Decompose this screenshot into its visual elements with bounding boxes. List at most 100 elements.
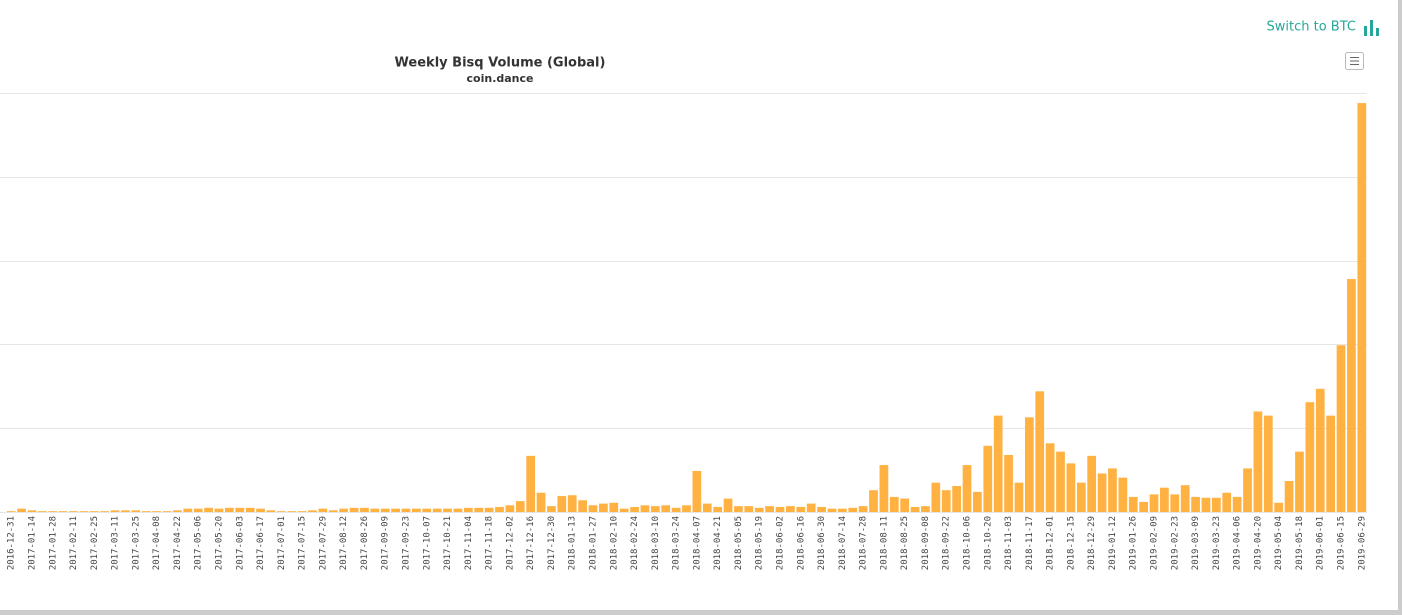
bar: [79, 511, 89, 512]
bar: [889, 496, 899, 512]
bar: [225, 507, 234, 512]
bar: [879, 465, 889, 512]
x-tick-label: 2016-12-31: [7, 516, 17, 570]
bar: [952, 486, 961, 512]
bar: [1056, 451, 1065, 512]
x-tick-label: 2019-06-29: [1357, 516, 1367, 570]
bar: [484, 507, 494, 512]
bar: [1191, 496, 1200, 512]
x-tick-label: 2018-05-05: [734, 516, 744, 570]
x-tick-label: 2019-03-23: [1212, 516, 1222, 570]
x-tick-label: 2018-06-16: [796, 516, 806, 570]
x-tick-label: 2018-08-11: [879, 516, 889, 570]
x-tick-label: 2017-12-16: [526, 516, 536, 570]
bar: [578, 500, 587, 512]
bar: [1118, 477, 1128, 512]
bar: [588, 505, 598, 512]
bar: [422, 508, 432, 512]
x-tick-label: 2017-06-17: [256, 516, 266, 570]
bar: [453, 508, 463, 512]
x-tick-label: 2018-11-17: [1025, 516, 1035, 570]
bar: [266, 510, 276, 512]
bar: [1160, 487, 1169, 512]
bar: [723, 498, 733, 512]
bar: [204, 507, 213, 512]
bar: [162, 511, 172, 512]
x-tick-label: 2019-01-12: [1108, 516, 1118, 570]
x-tick-label: 2018-03-24: [672, 516, 682, 570]
bar: [287, 511, 297, 512]
bar: [1305, 402, 1315, 512]
x-tick-label: 2017-01-14: [27, 516, 37, 570]
bar: [1222, 492, 1232, 512]
bar: [37, 511, 47, 512]
bar: [1243, 468, 1252, 512]
bar: [900, 498, 910, 512]
x-tick-label: 2019-03-09: [1191, 516, 1201, 570]
bar: [1128, 496, 1138, 512]
bar: [1087, 455, 1097, 512]
bar: [1253, 411, 1263, 512]
bar: [58, 511, 68, 512]
x-tick-label: 2018-06-02: [776, 516, 786, 570]
bar: [1108, 468, 1117, 512]
switch-link[interactable]: Switch to BTC: [1267, 20, 1356, 35]
switch-icon[interactable]: [1364, 20, 1379, 36]
x-tick-label: 2017-03-11: [111, 516, 121, 570]
bar: [1066, 463, 1076, 512]
x-tick-label: 2018-09-08: [921, 516, 931, 570]
bar: [121, 510, 130, 512]
bar: [1149, 494, 1159, 512]
x-tick-label: 2018-01-13: [568, 516, 578, 570]
bar: [193, 508, 203, 512]
x-tick-label: 2017-05-06: [194, 516, 204, 570]
x-tick-label: 2018-04-07: [692, 516, 702, 570]
bar: [443, 508, 452, 512]
x-tick-label: 2017-03-25: [131, 516, 141, 570]
x-tick-label: 2017-04-08: [152, 516, 162, 570]
bar: [931, 482, 941, 512]
bar: [391, 508, 400, 512]
bar: [941, 490, 951, 512]
bar: [526, 455, 536, 512]
x-tick-label: 2019-02-23: [1170, 516, 1180, 570]
bar: [318, 508, 328, 512]
x-tick-label: 2017-09-23: [401, 516, 411, 570]
bar: [110, 510, 120, 512]
x-tick-label: 2018-10-06: [963, 516, 973, 570]
bar: [837, 508, 847, 512]
bar: [1295, 451, 1304, 512]
bar: [152, 511, 162, 512]
bar: [1024, 417, 1034, 512]
bar: [661, 505, 671, 512]
bar: [173, 510, 182, 512]
chart-subtitle: coin.dance: [467, 72, 534, 85]
x-tick-label: 2018-07-14: [838, 516, 848, 570]
x-tick-label: 2017-08-12: [339, 516, 349, 570]
x-tick-label: 2019-05-04: [1274, 516, 1284, 570]
bar: [921, 506, 930, 512]
bar: [754, 507, 764, 512]
bar: [495, 506, 504, 512]
bar: [1097, 473, 1107, 512]
bar: [256, 508, 265, 512]
bar: [536, 492, 546, 512]
x-tick-label: 2018-02-24: [630, 516, 640, 570]
bar: [349, 507, 359, 512]
bar: [858, 506, 868, 512]
x-tick-label: 2017-09-09: [381, 516, 391, 570]
bar: [297, 511, 307, 512]
bar: [1180, 485, 1190, 512]
bar: [609, 502, 619, 512]
menu-button[interactable]: [1345, 52, 1364, 70]
bar: [27, 510, 37, 512]
bar: [599, 503, 608, 512]
bar: [370, 508, 380, 512]
bar: [89, 511, 99, 512]
x-tick-label: 2017-08-26: [360, 516, 370, 570]
x-tick-label: 2018-09-22: [942, 516, 952, 570]
bar: [827, 508, 837, 512]
bar: [308, 510, 317, 512]
x-tick-label: 2017-10-21: [443, 516, 453, 570]
bar: [765, 506, 774, 512]
